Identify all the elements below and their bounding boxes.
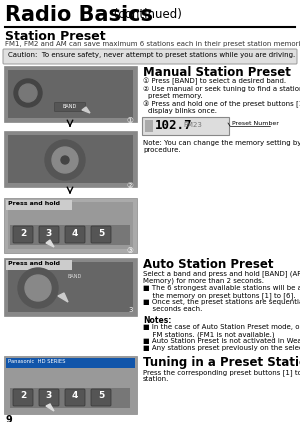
Circle shape bbox=[52, 147, 78, 173]
Text: FM23: FM23 bbox=[183, 122, 202, 128]
FancyBboxPatch shape bbox=[65, 226, 85, 243]
FancyBboxPatch shape bbox=[13, 226, 33, 243]
Circle shape bbox=[19, 84, 37, 102]
FancyBboxPatch shape bbox=[3, 49, 297, 64]
Text: 4: 4 bbox=[72, 228, 78, 238]
Text: ■ Any stations preset previously on the selected band will be erased.: ■ Any stations preset previously on the … bbox=[143, 345, 300, 351]
Circle shape bbox=[45, 140, 85, 180]
Text: Auto Station Preset: Auto Station Preset bbox=[143, 258, 274, 271]
FancyBboxPatch shape bbox=[10, 225, 130, 245]
Text: ■ The 6 strongest available stations will be automatically saved in: ■ The 6 strongest available stations wil… bbox=[143, 285, 300, 291]
Text: Press and hold: Press and hold bbox=[8, 201, 60, 206]
FancyBboxPatch shape bbox=[8, 135, 133, 183]
Circle shape bbox=[18, 268, 58, 308]
Text: Manual Station Preset: Manual Station Preset bbox=[143, 66, 291, 79]
Text: 102.7: 102.7 bbox=[155, 119, 193, 132]
Text: 3: 3 bbox=[46, 228, 52, 238]
FancyBboxPatch shape bbox=[142, 117, 229, 135]
FancyBboxPatch shape bbox=[8, 70, 133, 118]
Text: 5: 5 bbox=[98, 392, 104, 400]
Text: Select a band and press and hold [BAND] (APM: Auto Preset: Select a band and press and hold [BAND] … bbox=[143, 270, 300, 277]
Text: ② Use manual or seek tuning to find a station to be stored in the: ② Use manual or seek tuning to find a st… bbox=[143, 86, 300, 92]
Text: 4: 4 bbox=[72, 392, 78, 400]
Text: 9: 9 bbox=[5, 415, 12, 422]
Text: Memory) for more than 2 seconds.: Memory) for more than 2 seconds. bbox=[143, 277, 264, 284]
FancyBboxPatch shape bbox=[4, 198, 137, 253]
Text: 3: 3 bbox=[46, 392, 52, 400]
Text: ■ In the case of Auto Station Preset mode, only FM2 is available for: ■ In the case of Auto Station Preset mod… bbox=[143, 324, 300, 330]
Text: Station Preset: Station Preset bbox=[5, 30, 106, 43]
Text: Press and hold: Press and hold bbox=[8, 261, 60, 266]
Text: FM1, FM2 and AM can save maximum 6 stations each in their preset station memorie: FM1, FM2 and AM can save maximum 6 stati… bbox=[5, 41, 300, 47]
Polygon shape bbox=[46, 404, 54, 411]
FancyBboxPatch shape bbox=[91, 226, 111, 243]
Text: ②: ② bbox=[126, 181, 133, 190]
FancyBboxPatch shape bbox=[4, 131, 137, 187]
Circle shape bbox=[61, 156, 69, 164]
Text: Note: You can change the memory setting by repeating the above: Note: You can change the memory setting … bbox=[143, 140, 300, 146]
Text: BAND: BAND bbox=[68, 274, 82, 279]
FancyBboxPatch shape bbox=[8, 262, 133, 312]
Text: ① Press [BAND] to select a desired band.: ① Press [BAND] to select a desired band. bbox=[143, 78, 286, 85]
FancyBboxPatch shape bbox=[5, 260, 71, 270]
FancyBboxPatch shape bbox=[6, 358, 135, 368]
Text: display blinks once.: display blinks once. bbox=[148, 108, 217, 114]
Polygon shape bbox=[58, 293, 68, 302]
Text: the memory on preset buttons [1] to [6].: the memory on preset buttons [1] to [6]. bbox=[148, 292, 296, 299]
Text: station.: station. bbox=[143, 376, 170, 382]
FancyBboxPatch shape bbox=[8, 202, 133, 249]
Text: Panasonic  HD SERIES: Panasonic HD SERIES bbox=[8, 359, 65, 364]
FancyBboxPatch shape bbox=[65, 389, 85, 406]
Text: Radio Basics: Radio Basics bbox=[5, 5, 153, 25]
Text: ③ Press and hold one of the preset buttons [1] to [6] until the: ③ Press and hold one of the preset butto… bbox=[143, 101, 300, 108]
Text: 5: 5 bbox=[98, 228, 104, 238]
FancyBboxPatch shape bbox=[4, 258, 137, 316]
Text: procedure.: procedure. bbox=[143, 147, 181, 153]
FancyBboxPatch shape bbox=[10, 388, 130, 408]
Text: ■ Auto Station Preset is not activated in Weather Band.: ■ Auto Station Preset is not activated i… bbox=[143, 338, 300, 344]
Circle shape bbox=[25, 275, 51, 301]
Text: (continued): (continued) bbox=[110, 8, 182, 21]
Circle shape bbox=[14, 79, 42, 107]
FancyBboxPatch shape bbox=[4, 66, 137, 122]
Text: ■ Once set, the preset stations are sequentially scanned for 5: ■ Once set, the preset stations are sequ… bbox=[143, 299, 300, 305]
Text: BAND: BAND bbox=[63, 104, 77, 109]
FancyBboxPatch shape bbox=[55, 103, 86, 111]
Text: Caution:  To ensure safety, never attempt to preset stations while you are drivi: Caution: To ensure safety, never attempt… bbox=[8, 51, 295, 57]
Text: Tuning in a Preset Station: Tuning in a Preset Station bbox=[143, 356, 300, 369]
FancyBboxPatch shape bbox=[91, 389, 111, 406]
Text: preset memory.: preset memory. bbox=[148, 93, 203, 99]
Text: ①: ① bbox=[126, 116, 133, 125]
FancyBboxPatch shape bbox=[13, 389, 33, 406]
FancyBboxPatch shape bbox=[4, 356, 137, 414]
Text: Press the corresponding preset buttons [1] to [6] to tune in a preset: Press the corresponding preset buttons [… bbox=[143, 369, 300, 376]
FancyBboxPatch shape bbox=[39, 389, 59, 406]
Polygon shape bbox=[82, 107, 90, 113]
Text: 2: 2 bbox=[20, 392, 26, 400]
Text: seconds each.: seconds each. bbox=[148, 306, 203, 312]
FancyBboxPatch shape bbox=[5, 200, 71, 209]
Polygon shape bbox=[46, 240, 54, 247]
FancyBboxPatch shape bbox=[145, 120, 153, 132]
Text: 2: 2 bbox=[20, 228, 26, 238]
Text: Notes:: Notes: bbox=[143, 316, 171, 325]
Text: ③: ③ bbox=[126, 246, 133, 255]
Text: 3: 3 bbox=[128, 307, 133, 313]
Text: Preset Number: Preset Number bbox=[232, 121, 279, 126]
FancyBboxPatch shape bbox=[39, 226, 59, 243]
Text: FM stations. (FM1 is not available.): FM stations. (FM1 is not available.) bbox=[148, 331, 274, 338]
